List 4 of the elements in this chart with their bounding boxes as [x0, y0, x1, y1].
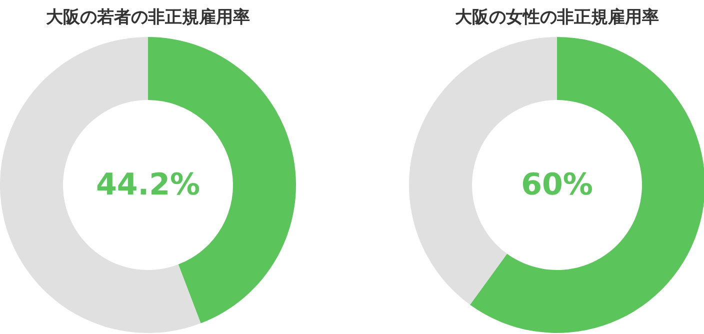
text: 44.2%	[96, 168, 200, 202]
chart-title: 大阪の若者の非正規雇用率	[46, 8, 250, 28]
text: 60%	[521, 168, 593, 202]
chart-title: 大阪の女性の非正規雇用率	[455, 8, 659, 28]
